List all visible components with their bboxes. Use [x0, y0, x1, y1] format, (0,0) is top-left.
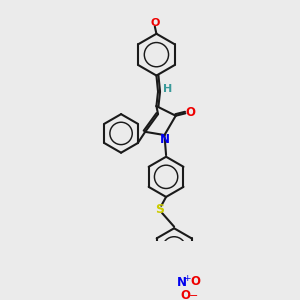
Text: +: +: [183, 274, 191, 283]
Text: O: O: [190, 275, 200, 288]
Text: O: O: [180, 289, 190, 300]
Text: −: −: [189, 291, 198, 300]
Text: O: O: [185, 106, 195, 119]
Text: O: O: [150, 18, 160, 28]
Text: N: N: [160, 133, 170, 146]
Text: H: H: [163, 84, 172, 94]
Text: S: S: [155, 203, 164, 216]
Text: N: N: [177, 276, 187, 290]
